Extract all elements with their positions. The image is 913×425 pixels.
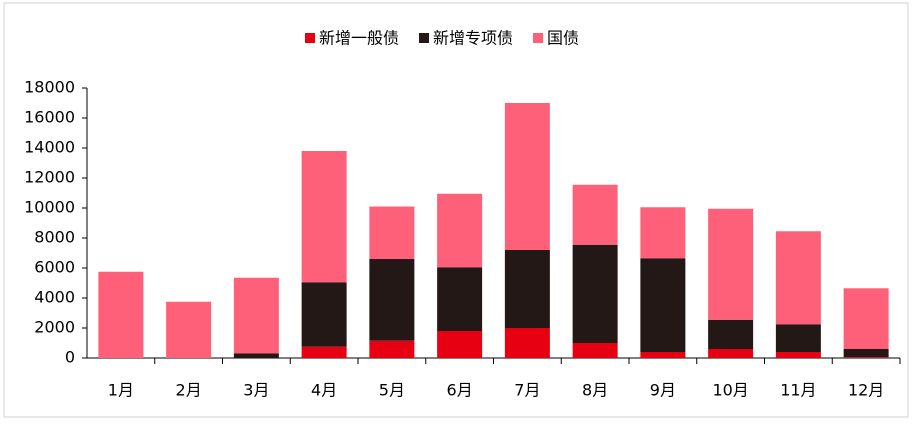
bar-segment [640,207,686,259]
bar-segment [437,267,483,331]
bar-segment [708,208,754,320]
bar-segment [369,259,415,341]
x-tick-label: 12月 [848,381,884,400]
legend-swatch [305,33,315,43]
y-tick-label: 8000 [34,228,75,247]
x-tick-label: 9月 [650,381,676,400]
bar-segment [301,346,347,358]
legend-swatch [533,33,544,43]
x-tick-label: 11月 [780,381,816,400]
y-tick-label: 10000 [24,198,75,217]
x-tick-label: 10月 [712,381,748,400]
bar-segment [708,319,754,349]
legend-swatch [419,33,430,43]
bar-segment [640,352,686,358]
x-tick-label: 8月 [582,381,608,400]
x-tick-label: 5月 [379,381,405,400]
legend-label: 新增一般债 [319,29,399,48]
bar-segment [843,288,889,349]
bar-segment [301,151,347,283]
legend-label: 新增专项债 [433,29,513,48]
bar-segment [843,349,889,358]
y-tick-label: 18000 [24,78,75,97]
bar-segment [437,331,483,358]
bar-segment [369,340,415,358]
x-tick-label: 2月 [176,381,202,400]
y-tick-label: 4000 [34,288,75,307]
bar-segment [437,193,483,268]
bar-segment [504,103,550,250]
bar-segment [640,258,686,352]
bar-segment [775,352,821,358]
bar-segment [504,328,550,358]
y-tick-label: 0 [65,348,75,367]
y-tick-label: 16000 [24,108,75,127]
bar-segment [775,231,821,325]
bar-segment [572,343,618,358]
y-tick-label: 6000 [34,258,75,277]
x-tick-label: 3月 [243,381,269,400]
bar-segment [504,250,550,328]
x-tick-label: 6月 [447,381,473,400]
bar-segment [775,324,821,352]
legend-label: 国债 [547,29,579,48]
bar-segment [708,349,754,358]
frame [3,2,909,418]
bar-segment [166,301,212,358]
bar-segment [572,184,618,245]
y-tick-label: 2000 [34,318,75,337]
bar-segment [233,277,279,354]
bar-segment [233,353,279,358]
bar-segment [369,206,415,259]
x-tick-label: 1月 [108,381,134,400]
x-tick-label: 4月 [311,381,337,400]
bar-segment [843,357,889,358]
y-tick-label: 14000 [24,138,75,157]
bar-segment [572,244,618,343]
x-tick-label: 7月 [514,381,540,400]
bar-segment [301,282,347,347]
y-tick-label: 12000 [24,168,75,187]
bar-segment [98,271,144,358]
